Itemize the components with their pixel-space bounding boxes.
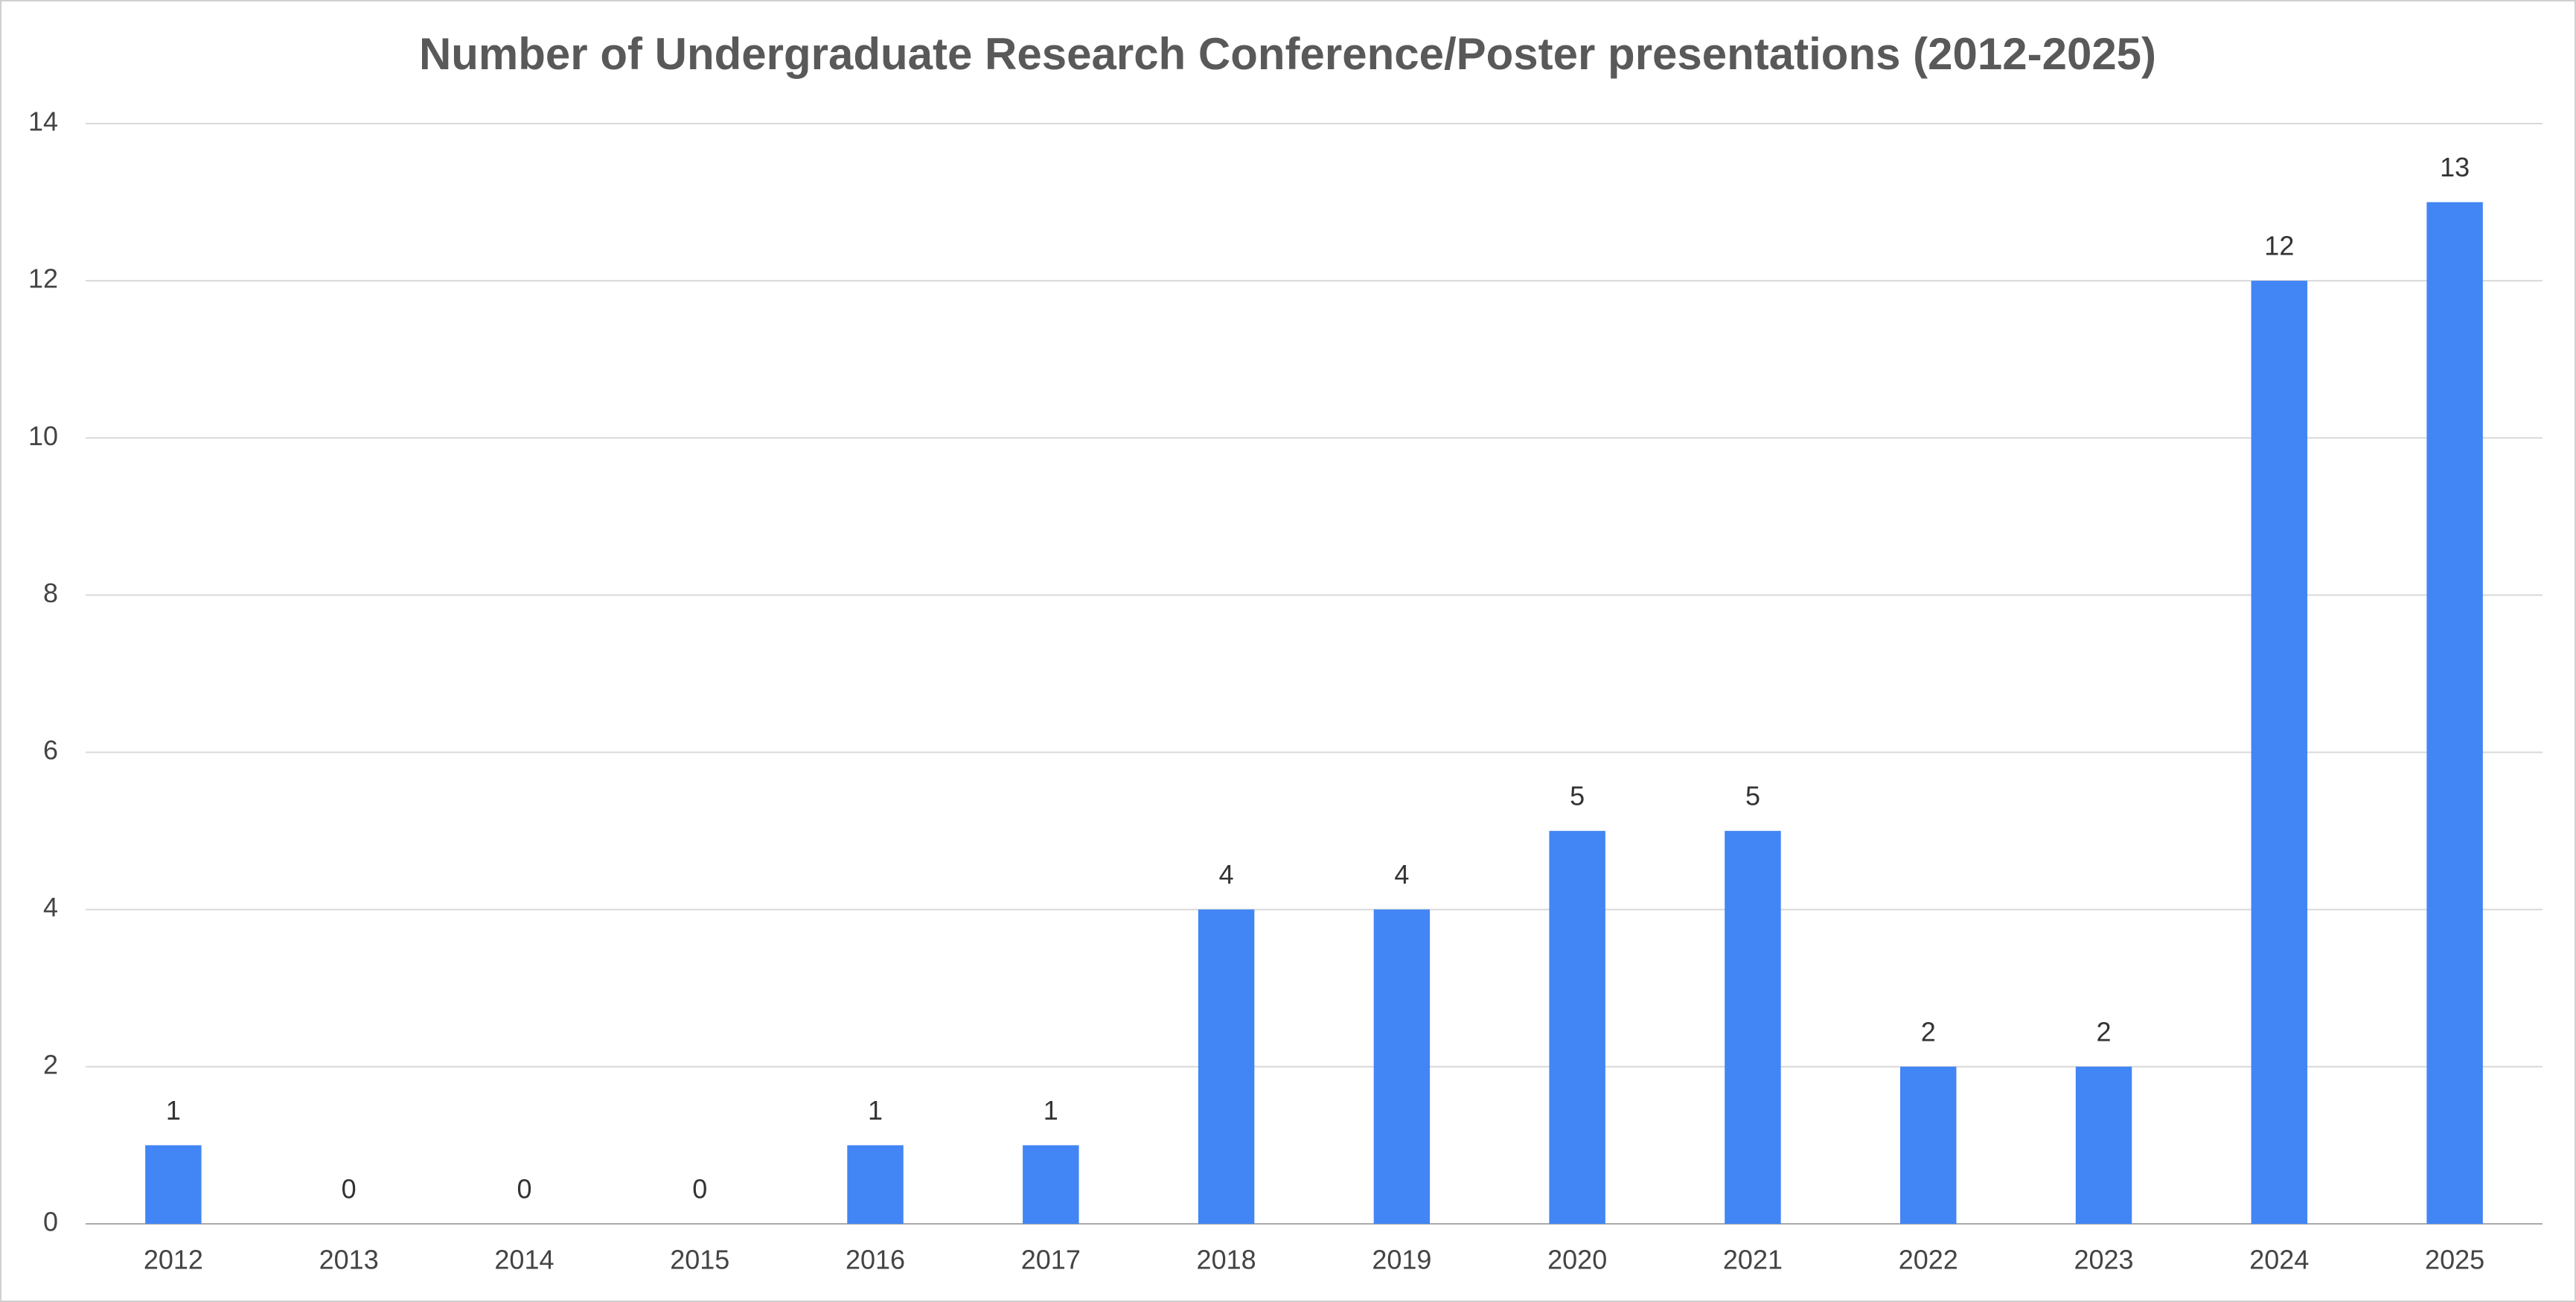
x-tick-label: 2023 [2074, 1245, 2133, 1275]
x-tick-label: 2013 [319, 1245, 379, 1275]
x-tick-label: 2025 [2425, 1245, 2484, 1275]
data-label: 0 [517, 1174, 531, 1204]
x-tick-label: 2018 [1197, 1245, 1256, 1275]
y-tick-label: 2 [43, 1049, 58, 1079]
bar [1725, 831, 1781, 1224]
x-tick-label: 2012 [144, 1245, 203, 1275]
bar [1198, 909, 1255, 1224]
data-label: 1 [868, 1095, 883, 1126]
bar [1900, 1066, 1957, 1224]
y-tick-label: 4 [43, 892, 58, 922]
data-label: 1 [1043, 1095, 1058, 1126]
bar [2426, 202, 2483, 1225]
x-tick-label: 2017 [1021, 1245, 1081, 1275]
data-label: 2 [1921, 1016, 1936, 1047]
x-tick-label: 2024 [2249, 1245, 2309, 1275]
x-tick-label: 2016 [846, 1245, 905, 1275]
x-tick-label: 2020 [1547, 1245, 1607, 1275]
y-tick-label: 0 [43, 1207, 58, 1237]
bar [1549, 831, 1605, 1224]
x-tick-label: 2014 [494, 1245, 554, 1275]
data-label: 13 [2440, 152, 2470, 182]
y-tick-label: 6 [43, 735, 58, 765]
data-label: 1 [166, 1095, 181, 1126]
data-label: 5 [1570, 781, 1585, 811]
y-tick-label: 14 [28, 106, 58, 137]
x-tick-label: 2015 [670, 1245, 729, 1275]
bar [1023, 1145, 1079, 1224]
bar [1373, 909, 1431, 1224]
data-label: 4 [1219, 859, 1234, 890]
x-tick-label: 2022 [1899, 1245, 1958, 1275]
y-tick-label: 12 [28, 264, 58, 294]
y-tick-label: 10 [28, 421, 58, 451]
data-label: 0 [342, 1174, 357, 1204]
data-label: 12 [2264, 231, 2294, 261]
data-label: 5 [1745, 781, 1760, 811]
data-label: 4 [1394, 859, 1409, 890]
data-label: 0 [692, 1174, 707, 1204]
x-tick-label: 2019 [1372, 1245, 1431, 1275]
x-tick-label: 2021 [1723, 1245, 1783, 1275]
bar [2251, 281, 2308, 1225]
chart-title: Number of Undergraduate Research Confere… [419, 29, 2156, 79]
y-tick-label: 8 [43, 578, 58, 608]
bar [847, 1145, 904, 1224]
bar [145, 1145, 202, 1224]
bar [2075, 1066, 2132, 1224]
data-label: 2 [2097, 1016, 2112, 1047]
